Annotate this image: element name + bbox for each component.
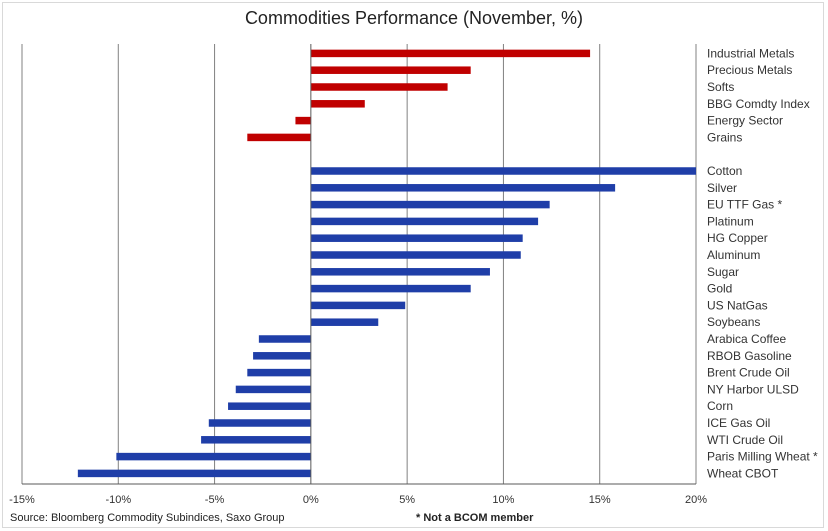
bar: [310, 167, 696, 175]
x-tick-label: -15%: [9, 494, 35, 506]
category-label: Paris Milling Wheat *: [707, 450, 818, 464]
category-label: Precious Metals: [707, 63, 792, 77]
category-label: Soybeans: [707, 315, 760, 329]
category-label: Gold: [707, 282, 732, 296]
category-label: Industrial Metals: [707, 46, 794, 60]
x-tick-label: 10%: [492, 494, 514, 506]
bar: [310, 234, 523, 242]
category-label: BBG Comdty Index: [707, 97, 810, 111]
bar: [208, 419, 311, 427]
bar: [247, 368, 311, 377]
chart-title: Commodities Performance (November, %): [244, 8, 584, 28]
source-note: Source: Bloomberg Commodity Subindices, …: [10, 512, 285, 524]
category-label: HG Copper: [707, 231, 768, 245]
bar: [258, 335, 311, 343]
bar: [77, 469, 311, 478]
category-label: Wheat CBOT: [707, 466, 779, 480]
category-label: WTI Crude Oil: [707, 433, 783, 447]
category-label: NY Harbor ULSD: [707, 382, 799, 396]
category-label: Sugar: [707, 265, 739, 279]
x-tick-label: -5%: [205, 494, 225, 506]
category-label: Cotton: [707, 164, 742, 178]
bar: [247, 133, 311, 142]
bar: [228, 402, 311, 410]
category-label: Platinum: [707, 214, 754, 228]
category-label: RBOB Gasoline: [707, 349, 792, 363]
bar: [310, 284, 471, 293]
bar: [295, 116, 311, 125]
bar: [235, 385, 311, 394]
category-label: ICE Gas Oil: [707, 416, 770, 430]
category-label: Arabica Coffee: [707, 332, 786, 346]
bar: [253, 352, 311, 360]
category-label: US NatGas: [707, 298, 768, 312]
bar: [310, 66, 471, 74]
bar: [116, 452, 311, 461]
bar: [310, 83, 448, 91]
bar: [310, 184, 616, 192]
bar: [310, 318, 379, 326]
bar: [310, 268, 490, 276]
x-tick-label: 15%: [589, 494, 611, 506]
category-label: Energy Sector: [707, 114, 783, 128]
bar: [310, 100, 365, 108]
category-label: Brent Crude Oil: [707, 366, 790, 380]
category-label: Corn: [707, 399, 733, 413]
bar: [310, 251, 521, 259]
x-tick-label: 5%: [399, 494, 415, 506]
footnote: * Not a BCOM member: [416, 512, 534, 524]
bar: [201, 436, 311, 444]
x-tick-label: 20%: [685, 494, 707, 506]
category-label: Softs: [707, 80, 734, 94]
x-tick-label: 0%: [303, 494, 319, 506]
x-tick-label: -10%: [105, 494, 131, 506]
bar: [310, 200, 550, 209]
category-label: EU TTF Gas *: [707, 198, 782, 212]
bar: [310, 49, 591, 58]
bar: [310, 301, 406, 310]
category-label: Aluminum: [707, 248, 760, 262]
bar: [310, 217, 539, 226]
category-label: Silver: [707, 181, 737, 195]
category-label: Grains: [707, 130, 742, 144]
